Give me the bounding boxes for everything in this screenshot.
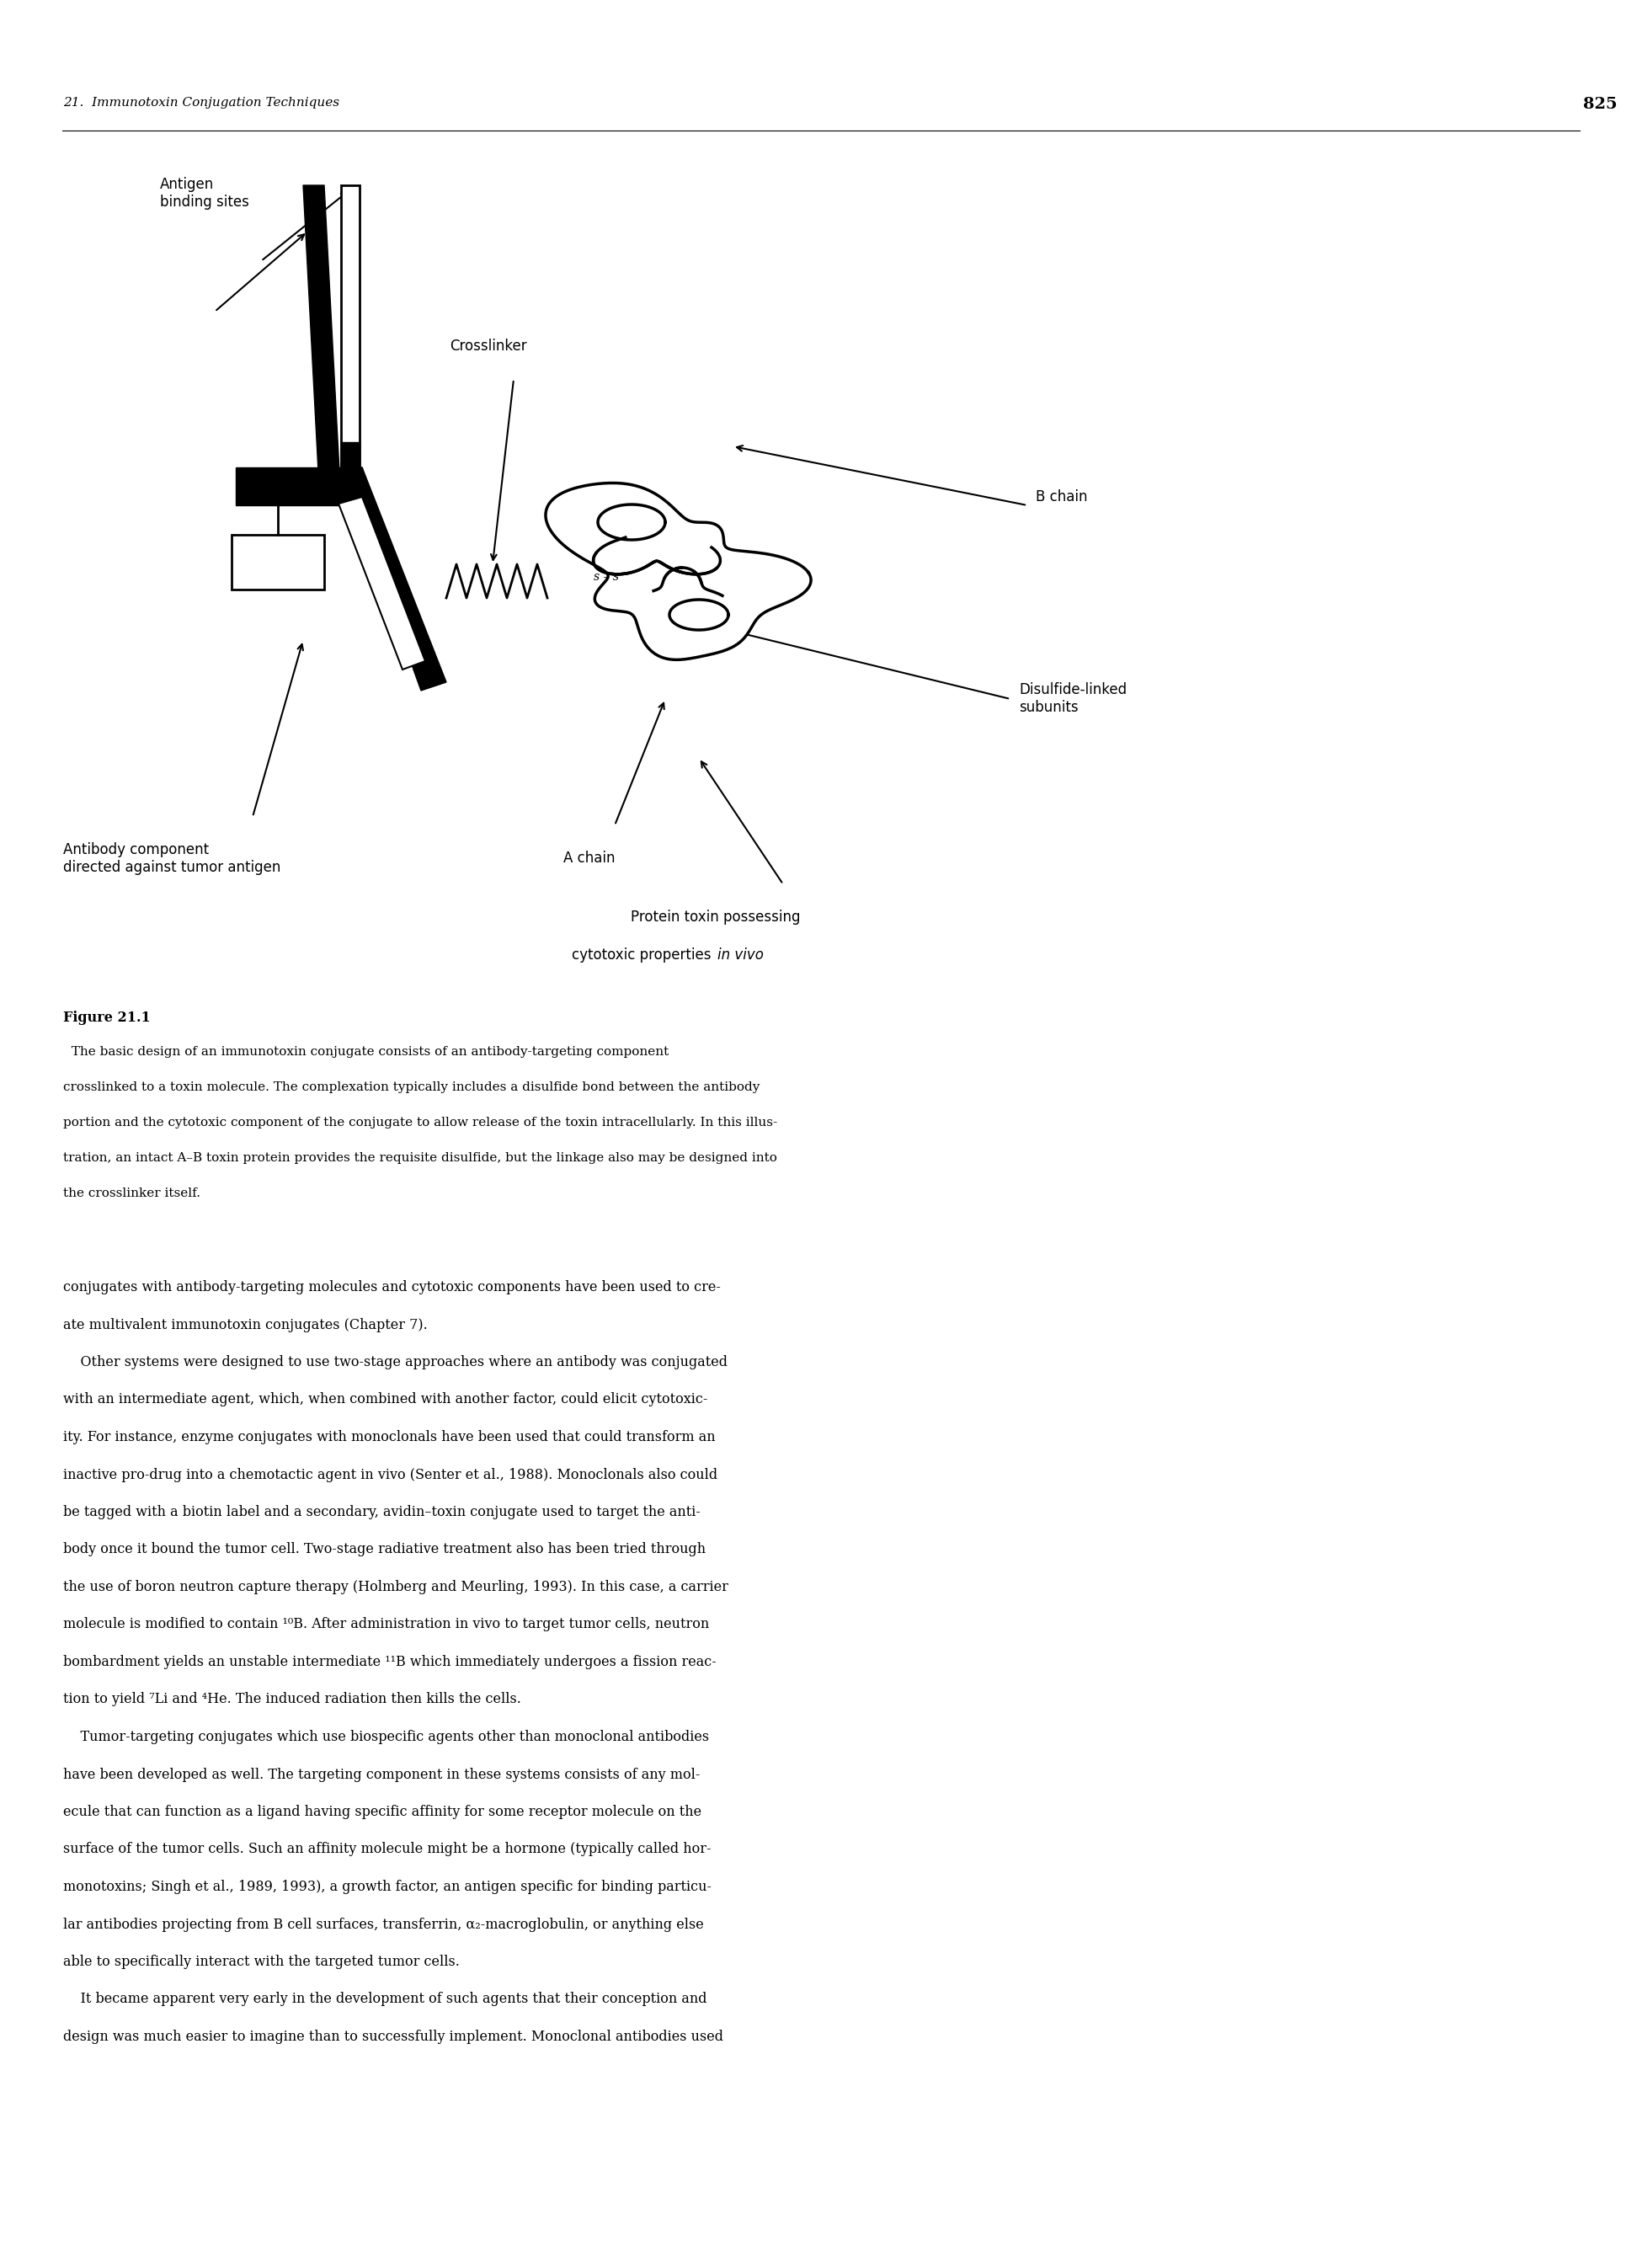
Text: tration, an intact A–B toxin protein provides the requisite disulfide, but the l: tration, an intact A–B toxin protein pro… bbox=[62, 1152, 777, 1163]
Text: It became apparent very early in the development of such agents that their conce: It became apparent very early in the dev… bbox=[62, 1991, 708, 2007]
Text: in vivo: in vivo bbox=[718, 948, 764, 962]
Text: lar antibodies projecting from B cell surfaces, transferrin, α₂-macroglobulin, o: lar antibodies projecting from B cell su… bbox=[62, 1916, 704, 1932]
Text: tion to yield ⁷Li and ⁴He. The induced radiation then kills the cells.: tion to yield ⁷Li and ⁴He. The induced r… bbox=[62, 1692, 521, 1708]
Bar bbox=[342, 186, 360, 472]
Text: design was much easier to imagine than to successfully implement. Monoclonal ant: design was much easier to imagine than t… bbox=[62, 2030, 724, 2043]
Text: conjugates with antibody-targeting molecules and cytotoxic components have been : conjugates with antibody-targeting molec… bbox=[62, 1279, 721, 1295]
Text: bombardment yields an unstable intermediate ¹¹B which immediately undergoes a fi: bombardment yields an unstable intermedi… bbox=[62, 1656, 716, 1669]
Text: 21.  Immunotoxin Conjugation Techniques: 21. Immunotoxin Conjugation Techniques bbox=[62, 98, 340, 109]
Text: Antibody component
directed against tumor antigen: Antibody component directed against tumo… bbox=[62, 841, 281, 875]
Text: crosslinked to a toxin molecule. The complexation typically includes a disulfide: crosslinked to a toxin molecule. The com… bbox=[62, 1082, 760, 1093]
Text: Antigen
binding sites: Antigen binding sites bbox=[159, 177, 250, 209]
Text: ate multivalent immunotoxin conjugates (Chapter 7).: ate multivalent immunotoxin conjugates (… bbox=[62, 1318, 427, 1331]
Text: Crosslinker: Crosslinker bbox=[450, 338, 527, 354]
Text: s – s: s – s bbox=[594, 572, 619, 583]
Polygon shape bbox=[545, 483, 811, 660]
Text: surface of the tumor cells. Such an affinity molecule might be a hormone (typica: surface of the tumor cells. Such an affi… bbox=[62, 1842, 711, 1857]
Polygon shape bbox=[338, 497, 425, 669]
Bar bbox=[232, 535, 323, 590]
Text: portion and the cytotoxic component of the conjugate to allow release of the tox: portion and the cytotoxic component of t… bbox=[62, 1116, 777, 1129]
Text: with an intermediate agent, which, when combined with another factor, could elic: with an intermediate agent, which, when … bbox=[62, 1393, 708, 1406]
Text: A chain: A chain bbox=[563, 850, 616, 866]
Polygon shape bbox=[304, 186, 340, 472]
Polygon shape bbox=[342, 467, 447, 689]
Text: able to specifically interact with the targeted tumor cells.: able to specifically interact with the t… bbox=[62, 1955, 460, 1969]
Text: Figure 21.1: Figure 21.1 bbox=[62, 1012, 151, 1025]
Text: inactive pro-drug into a chemotactic agent in vivo (Senter et al., 1988). Monocl: inactive pro-drug into a chemotactic age… bbox=[62, 1467, 718, 1481]
Text: ity. For instance, enzyme conjugates with monoclonals have been used that could : ity. For instance, enzyme conjugates wit… bbox=[62, 1431, 716, 1445]
Text: the crosslinker itself.: the crosslinker itself. bbox=[62, 1188, 200, 1200]
Text: molecule is modified to contain ¹⁰B. After administration in vivo to target tumo: molecule is modified to contain ¹⁰B. Aft… bbox=[62, 1617, 709, 1631]
Text: Protein toxin possessing: Protein toxin possessing bbox=[631, 909, 801, 925]
Text: B chain: B chain bbox=[1036, 490, 1087, 503]
Text: the use of boron neutron capture therapy (Holmberg and Meurling, 1993). In this : the use of boron neutron capture therapy… bbox=[62, 1581, 729, 1594]
Bar bbox=[236, 467, 363, 506]
Bar bbox=[342, 442, 360, 472]
Text: Disulfide-linked
subunits: Disulfide-linked subunits bbox=[1020, 683, 1126, 714]
Text: body once it bound the tumor cell. Two-stage radiative treatment also has been t: body once it bound the tumor cell. Two-s… bbox=[62, 1542, 706, 1556]
Text: monotoxins; Singh et al., 1989, 1993), a growth factor, an antigen specific for : monotoxins; Singh et al., 1989, 1993), a… bbox=[62, 1880, 711, 1894]
Text: Other systems were designed to use two-stage approaches where an antibody was co: Other systems were designed to use two-s… bbox=[62, 1354, 727, 1370]
Text: Tumor-targeting conjugates which use biospecific agents other than monoclonal an: Tumor-targeting conjugates which use bio… bbox=[62, 1730, 709, 1744]
Text: ecule that can function as a ligand having specific affinity for some receptor m: ecule that can function as a ligand havi… bbox=[62, 1805, 701, 1819]
Text: cytotoxic properties: cytotoxic properties bbox=[571, 948, 716, 962]
Text: have been developed as well. The targeting component in these systems consists o: have been developed as well. The targeti… bbox=[62, 1767, 699, 1783]
Text: 825: 825 bbox=[1583, 98, 1617, 111]
Text: be tagged with a biotin label and a secondary, avidin–toxin conjugate used to ta: be tagged with a biotin label and a seco… bbox=[62, 1506, 701, 1520]
Text: The basic design of an immunotoxin conjugate consists of an antibody-targeting c: The basic design of an immunotoxin conju… bbox=[62, 1046, 668, 1057]
